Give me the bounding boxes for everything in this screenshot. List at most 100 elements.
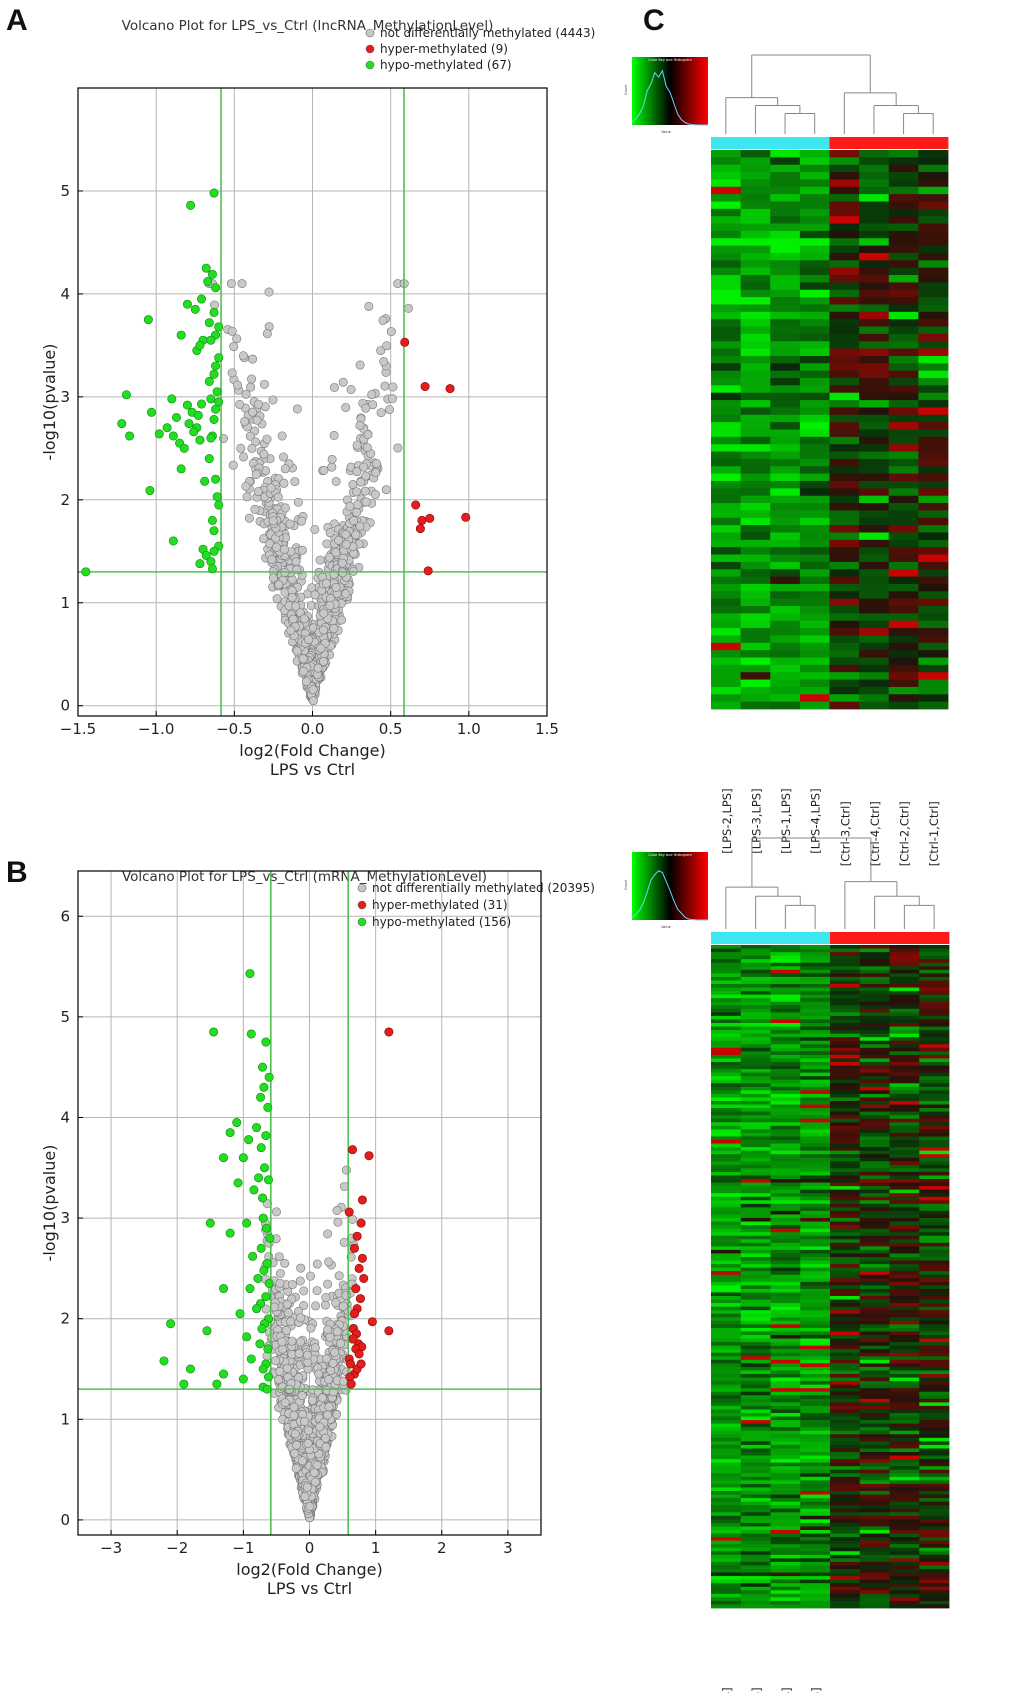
- x-tick-label: 1.0: [457, 720, 481, 738]
- heatmap-cell: [859, 583, 890, 592]
- heatmap-cell: [740, 1175, 771, 1180]
- heatmap-cell: [770, 436, 801, 445]
- heatmap-cell: [889, 1576, 920, 1581]
- heatmap-cell: [711, 1306, 742, 1311]
- heatmap-cell: [800, 1154, 831, 1159]
- heatmap-cell: [770, 1512, 801, 1517]
- heatmap-cell: [889, 1083, 920, 1088]
- heatmap-cell: [711, 267, 742, 276]
- heatmap-cell: [711, 407, 742, 416]
- point-hypo-methylated: [206, 394, 216, 404]
- heatmap-cell: [859, 1278, 890, 1283]
- heatmap-cell: [770, 275, 801, 283]
- heatmap-cell: [711, 1108, 742, 1113]
- heatmap-cell: [800, 1058, 831, 1063]
- heatmap-cell: [889, 1583, 920, 1588]
- point-not-differentially-methylated: [242, 492, 252, 502]
- heatmap-cell: [919, 1154, 950, 1159]
- heatmap-cell: [800, 1150, 831, 1155]
- heatmap-cell: [799, 576, 830, 585]
- heatmap-cell: [770, 1083, 801, 1088]
- heatmap-cell: [888, 194, 919, 202]
- point-hypo-methylated: [211, 283, 221, 293]
- heatmap-cell: [770, 1363, 801, 1368]
- heatmap-cell: [799, 157, 830, 166]
- point-not-differentially-methylated: [376, 346, 386, 356]
- heatmap-cell: [830, 1327, 861, 1332]
- heatmap-cell: [859, 495, 890, 504]
- heatmap-cell: [889, 1065, 920, 1070]
- point-hypo-methylated: [206, 433, 216, 443]
- point-not-differentially-methylated: [317, 1393, 327, 1403]
- heatmap-cell: [800, 1065, 831, 1070]
- heatmap-cell: [889, 1228, 920, 1233]
- heatmap-cell: [770, 319, 801, 327]
- column-label: [Ctrl-4,Ctrl]: [868, 801, 882, 866]
- heatmap-cell: [918, 628, 949, 636]
- heatmap-cell: [740, 998, 771, 1003]
- heatmap-cell: [740, 1423, 771, 1428]
- heatmap-cell: [770, 1444, 801, 1449]
- heatmap-cell: [829, 186, 860, 195]
- heatmap-cell: [711, 1122, 742, 1127]
- heatmap-cell: [800, 1281, 831, 1286]
- point-not-differentially-methylated: [274, 580, 284, 590]
- heatmap-cell: [800, 1487, 831, 1492]
- series-hyper-methylated: [400, 337, 471, 576]
- heatmap-cell: [830, 1136, 861, 1141]
- heatmap-cell: [800, 1274, 831, 1279]
- heatmap-cell: [919, 1409, 950, 1414]
- heatmap-cell: [711, 1015, 742, 1020]
- series-hypo-methylated: [81, 188, 224, 577]
- heatmap-cell: [889, 1189, 920, 1194]
- heatmap-cell: [740, 311, 771, 320]
- heatmap-cell: [770, 1413, 801, 1417]
- point-not-differentially-methylated: [321, 1442, 331, 1452]
- heatmap-cell: [770, 267, 801, 276]
- heatmap-cell: [711, 1359, 742, 1364]
- y-tick-label: 3: [60, 1209, 70, 1227]
- heatmap-cell: [919, 1324, 950, 1329]
- heatmap-cell: [800, 1051, 831, 1056]
- heatmap-cell: [889, 1391, 920, 1396]
- group-color-bar: [711, 932, 742, 944]
- heatmap-cell: [800, 1210, 831, 1215]
- heatmap-cell: [859, 252, 890, 261]
- point-hypo-methylated: [212, 1379, 222, 1389]
- heatmap-cell: [888, 694, 919, 703]
- heatmap-cell: [740, 628, 771, 636]
- heatmap-cell: [830, 1434, 861, 1439]
- heatmap-cell: [889, 1076, 920, 1081]
- point-not-differentially-methylated: [320, 1300, 330, 1310]
- heatmap-cell: [711, 1111, 742, 1116]
- heatmap-cell: [711, 1267, 742, 1272]
- heatmap-cell: [889, 1469, 920, 1474]
- heatmap-cell: [829, 407, 860, 416]
- heatmap-cell: [711, 172, 742, 180]
- heatmap-cell: [829, 378, 860, 386]
- heatmap-cell: [740, 1026, 771, 1031]
- heatmap-cell: [889, 1515, 920, 1520]
- x-tick-label: −1.0: [138, 720, 174, 738]
- heatmap-cell: [888, 186, 919, 195]
- point-hypo-methylated: [209, 369, 219, 379]
- heatmap-cell: [770, 945, 801, 949]
- heatmap-cell: [919, 1430, 950, 1435]
- heatmap-cell: [770, 1278, 801, 1283]
- point-hypo-methylated: [209, 415, 219, 425]
- heatmap-cell: [770, 1051, 801, 1056]
- heatmap-cell: [770, 157, 801, 166]
- heatmap-cell: [740, 959, 771, 964]
- heatmap-cell: [740, 1086, 771, 1091]
- heatmap-cell: [919, 987, 950, 992]
- heatmap-cell: [859, 400, 890, 408]
- heatmap-cell: [830, 1086, 861, 1091]
- series-not-differentially-methylated: [204, 279, 413, 706]
- heatmap-cell: [889, 1342, 920, 1347]
- heatmap-cell: [711, 1264, 742, 1269]
- heatmap-cell: [919, 1182, 950, 1187]
- heatmap-cell: [800, 1430, 831, 1435]
- heatmap-cell: [770, 1274, 801, 1279]
- heatmap-cell: [889, 1313, 920, 1318]
- heatmap-cell: [800, 1303, 831, 1308]
